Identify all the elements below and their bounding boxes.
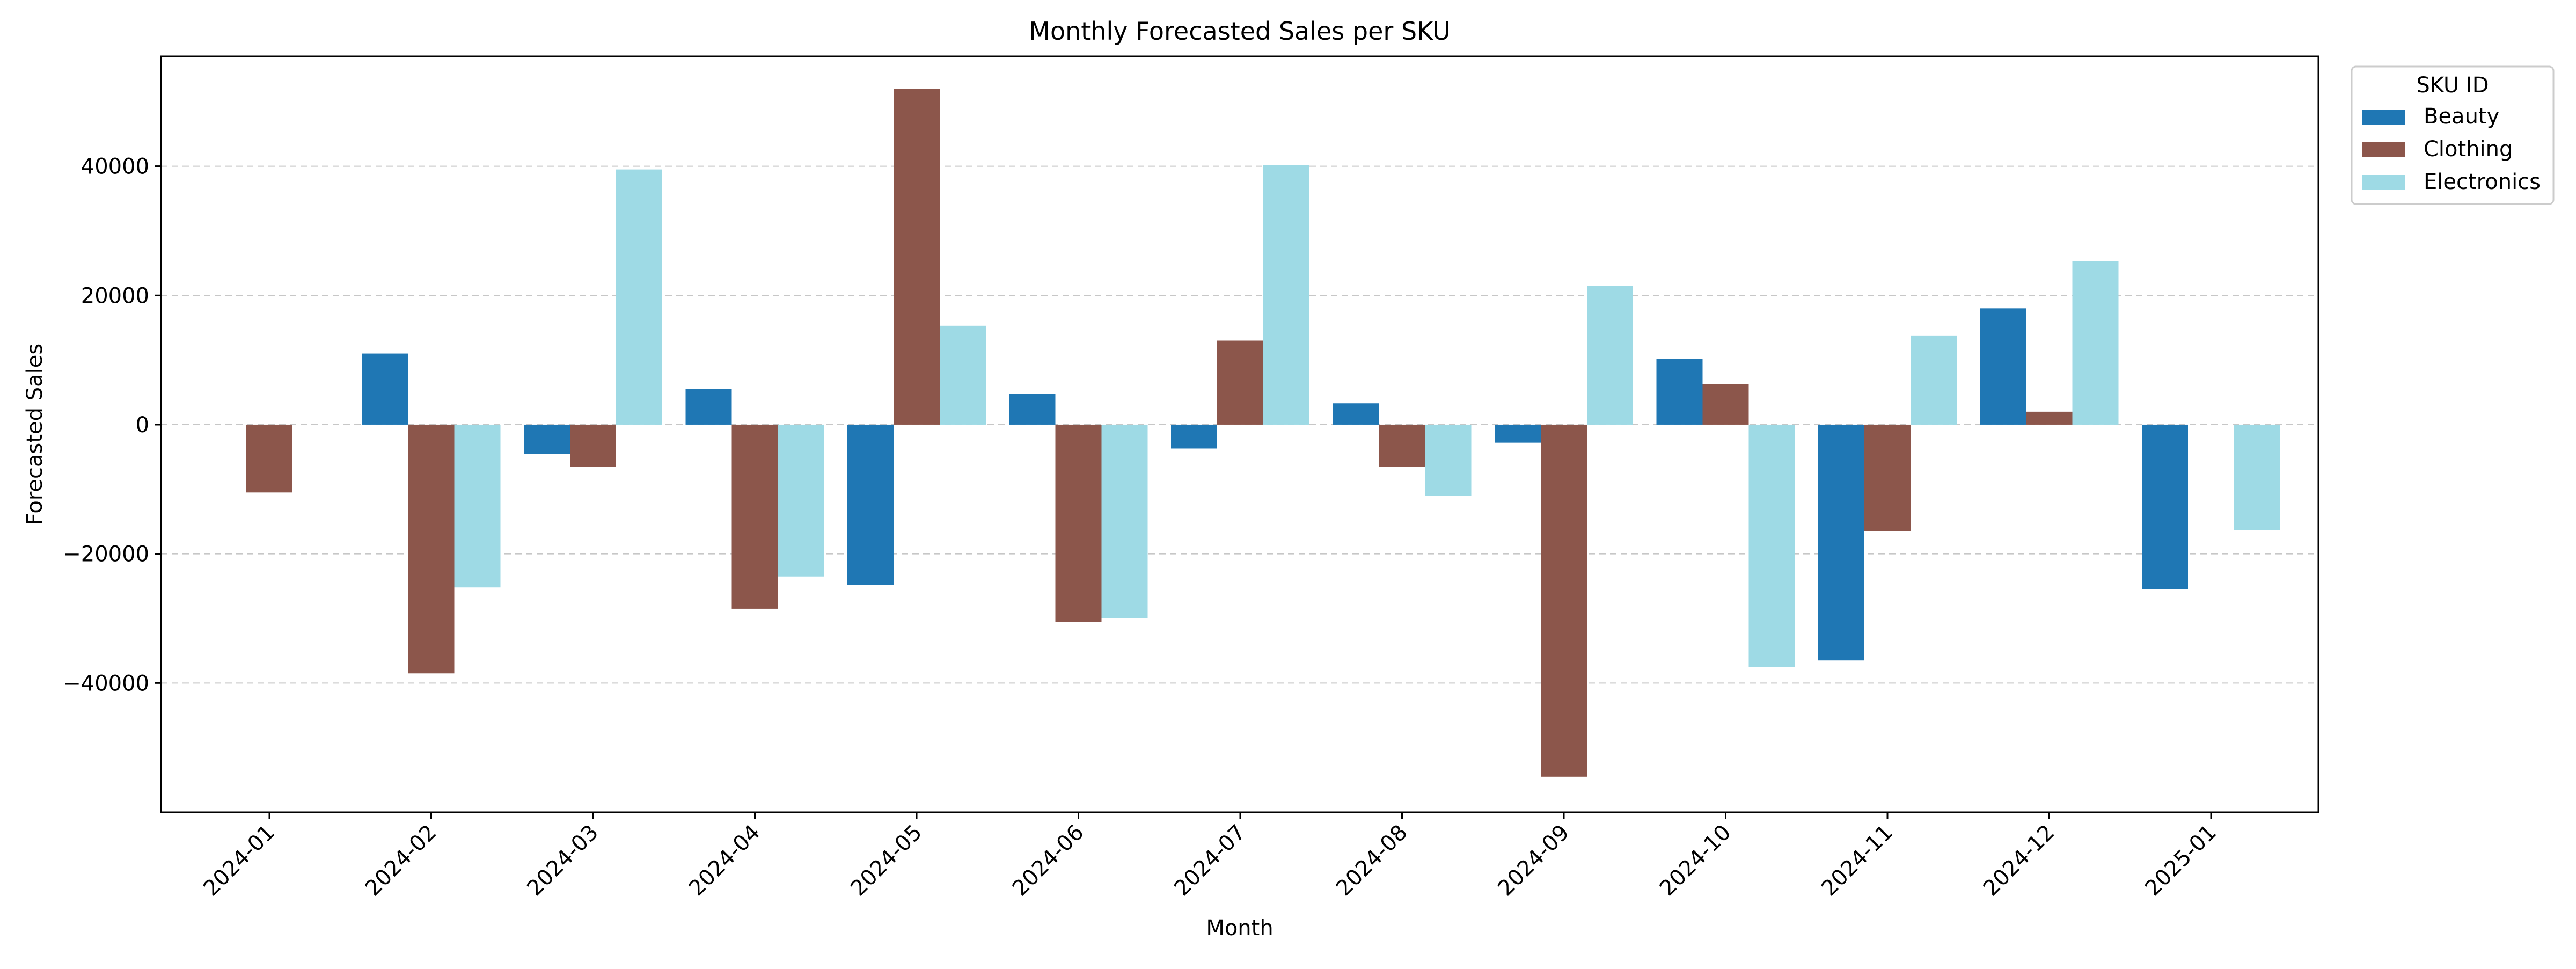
bar-electronics-2024-02	[454, 424, 501, 588]
legend-label-clothing: Clothing	[2424, 137, 2513, 162]
bar-clothing-2024-12	[2026, 411, 2073, 425]
bar-clothing-2024-01	[246, 424, 292, 493]
legend-title: SKU ID	[2416, 73, 2489, 98]
bar-electronics-2024-07	[1263, 165, 1309, 425]
bar-electronics-2024-03	[616, 169, 662, 425]
bar-beauty-2024-04	[685, 389, 732, 425]
legend-label-electronics: Electronics	[2424, 170, 2541, 194]
legend-frame	[2351, 65, 2555, 205]
bar-clothing-2024-04	[731, 424, 778, 609]
bars	[246, 89, 2280, 777]
bar-clothing-2024-07	[1217, 340, 1263, 425]
y-tick-label: 0	[136, 413, 149, 438]
legend: SKU ID Beauty Clothing Electronics	[2351, 65, 2555, 205]
y-axis-ticks: −40000 −20000 0 20000 40000	[63, 155, 161, 696]
bar-clothing-2024-02	[408, 424, 455, 674]
legend-swatch-clothing	[2362, 142, 2405, 157]
bar-clothing-2024-09	[1541, 424, 1587, 777]
y-tick-label: 20000	[81, 283, 149, 308]
bar-electronics-2024-09	[1587, 286, 1633, 425]
bar-beauty-2024-11	[1818, 424, 1864, 661]
bar-electronics-2024-11	[1911, 335, 1957, 425]
bar-electronics-2024-06	[1101, 424, 1148, 618]
y-tick-label: −40000	[63, 671, 149, 696]
y-tick-label: 40000	[81, 155, 149, 179]
legend-swatch-beauty	[2362, 110, 2405, 125]
bar-clothing-2024-03	[570, 424, 616, 467]
bar-electronics-2025-01	[2234, 424, 2280, 530]
bar-beauty-2024-03	[524, 424, 570, 454]
bar-beauty-2025-01	[2142, 424, 2188, 589]
legend-swatch-electronics	[2362, 175, 2405, 190]
bar-electronics-2024-12	[2072, 261, 2119, 425]
bar-electronics-2024-10	[1748, 424, 1795, 667]
chart-title: Monthly Forecasted Sales per SKU	[1029, 17, 1450, 46]
legend-label-beauty: Beauty	[2424, 104, 2499, 129]
bar-beauty-2024-09	[1495, 424, 1541, 443]
bar-electronics-2024-05	[940, 325, 986, 425]
bar-beauty-2024-12	[1980, 308, 2026, 425]
bar-electronics-2024-08	[1425, 424, 1472, 496]
bar-beauty-2024-06	[1009, 394, 1056, 425]
y-tick-label: −20000	[63, 542, 149, 567]
x-axis-label: Month	[1206, 916, 1273, 941]
bar-clothing-2024-10	[1702, 384, 1749, 425]
bar-clothing-2024-08	[1379, 424, 1425, 467]
bar-beauty-2024-02	[362, 353, 408, 425]
bar-beauty-2024-08	[1333, 403, 1379, 425]
bar-electronics-2024-04	[778, 424, 824, 577]
bar-beauty-2024-10	[1656, 359, 1703, 425]
bar-clothing-2024-11	[1864, 424, 1911, 531]
y-axis-label: Forecasted Sales	[23, 344, 47, 525]
bar-beauty-2024-07	[1171, 424, 1217, 449]
bar-beauty-2024-05	[847, 424, 894, 585]
bar-clothing-2024-06	[1055, 424, 1102, 622]
bar-clothing-2024-05	[894, 89, 940, 425]
